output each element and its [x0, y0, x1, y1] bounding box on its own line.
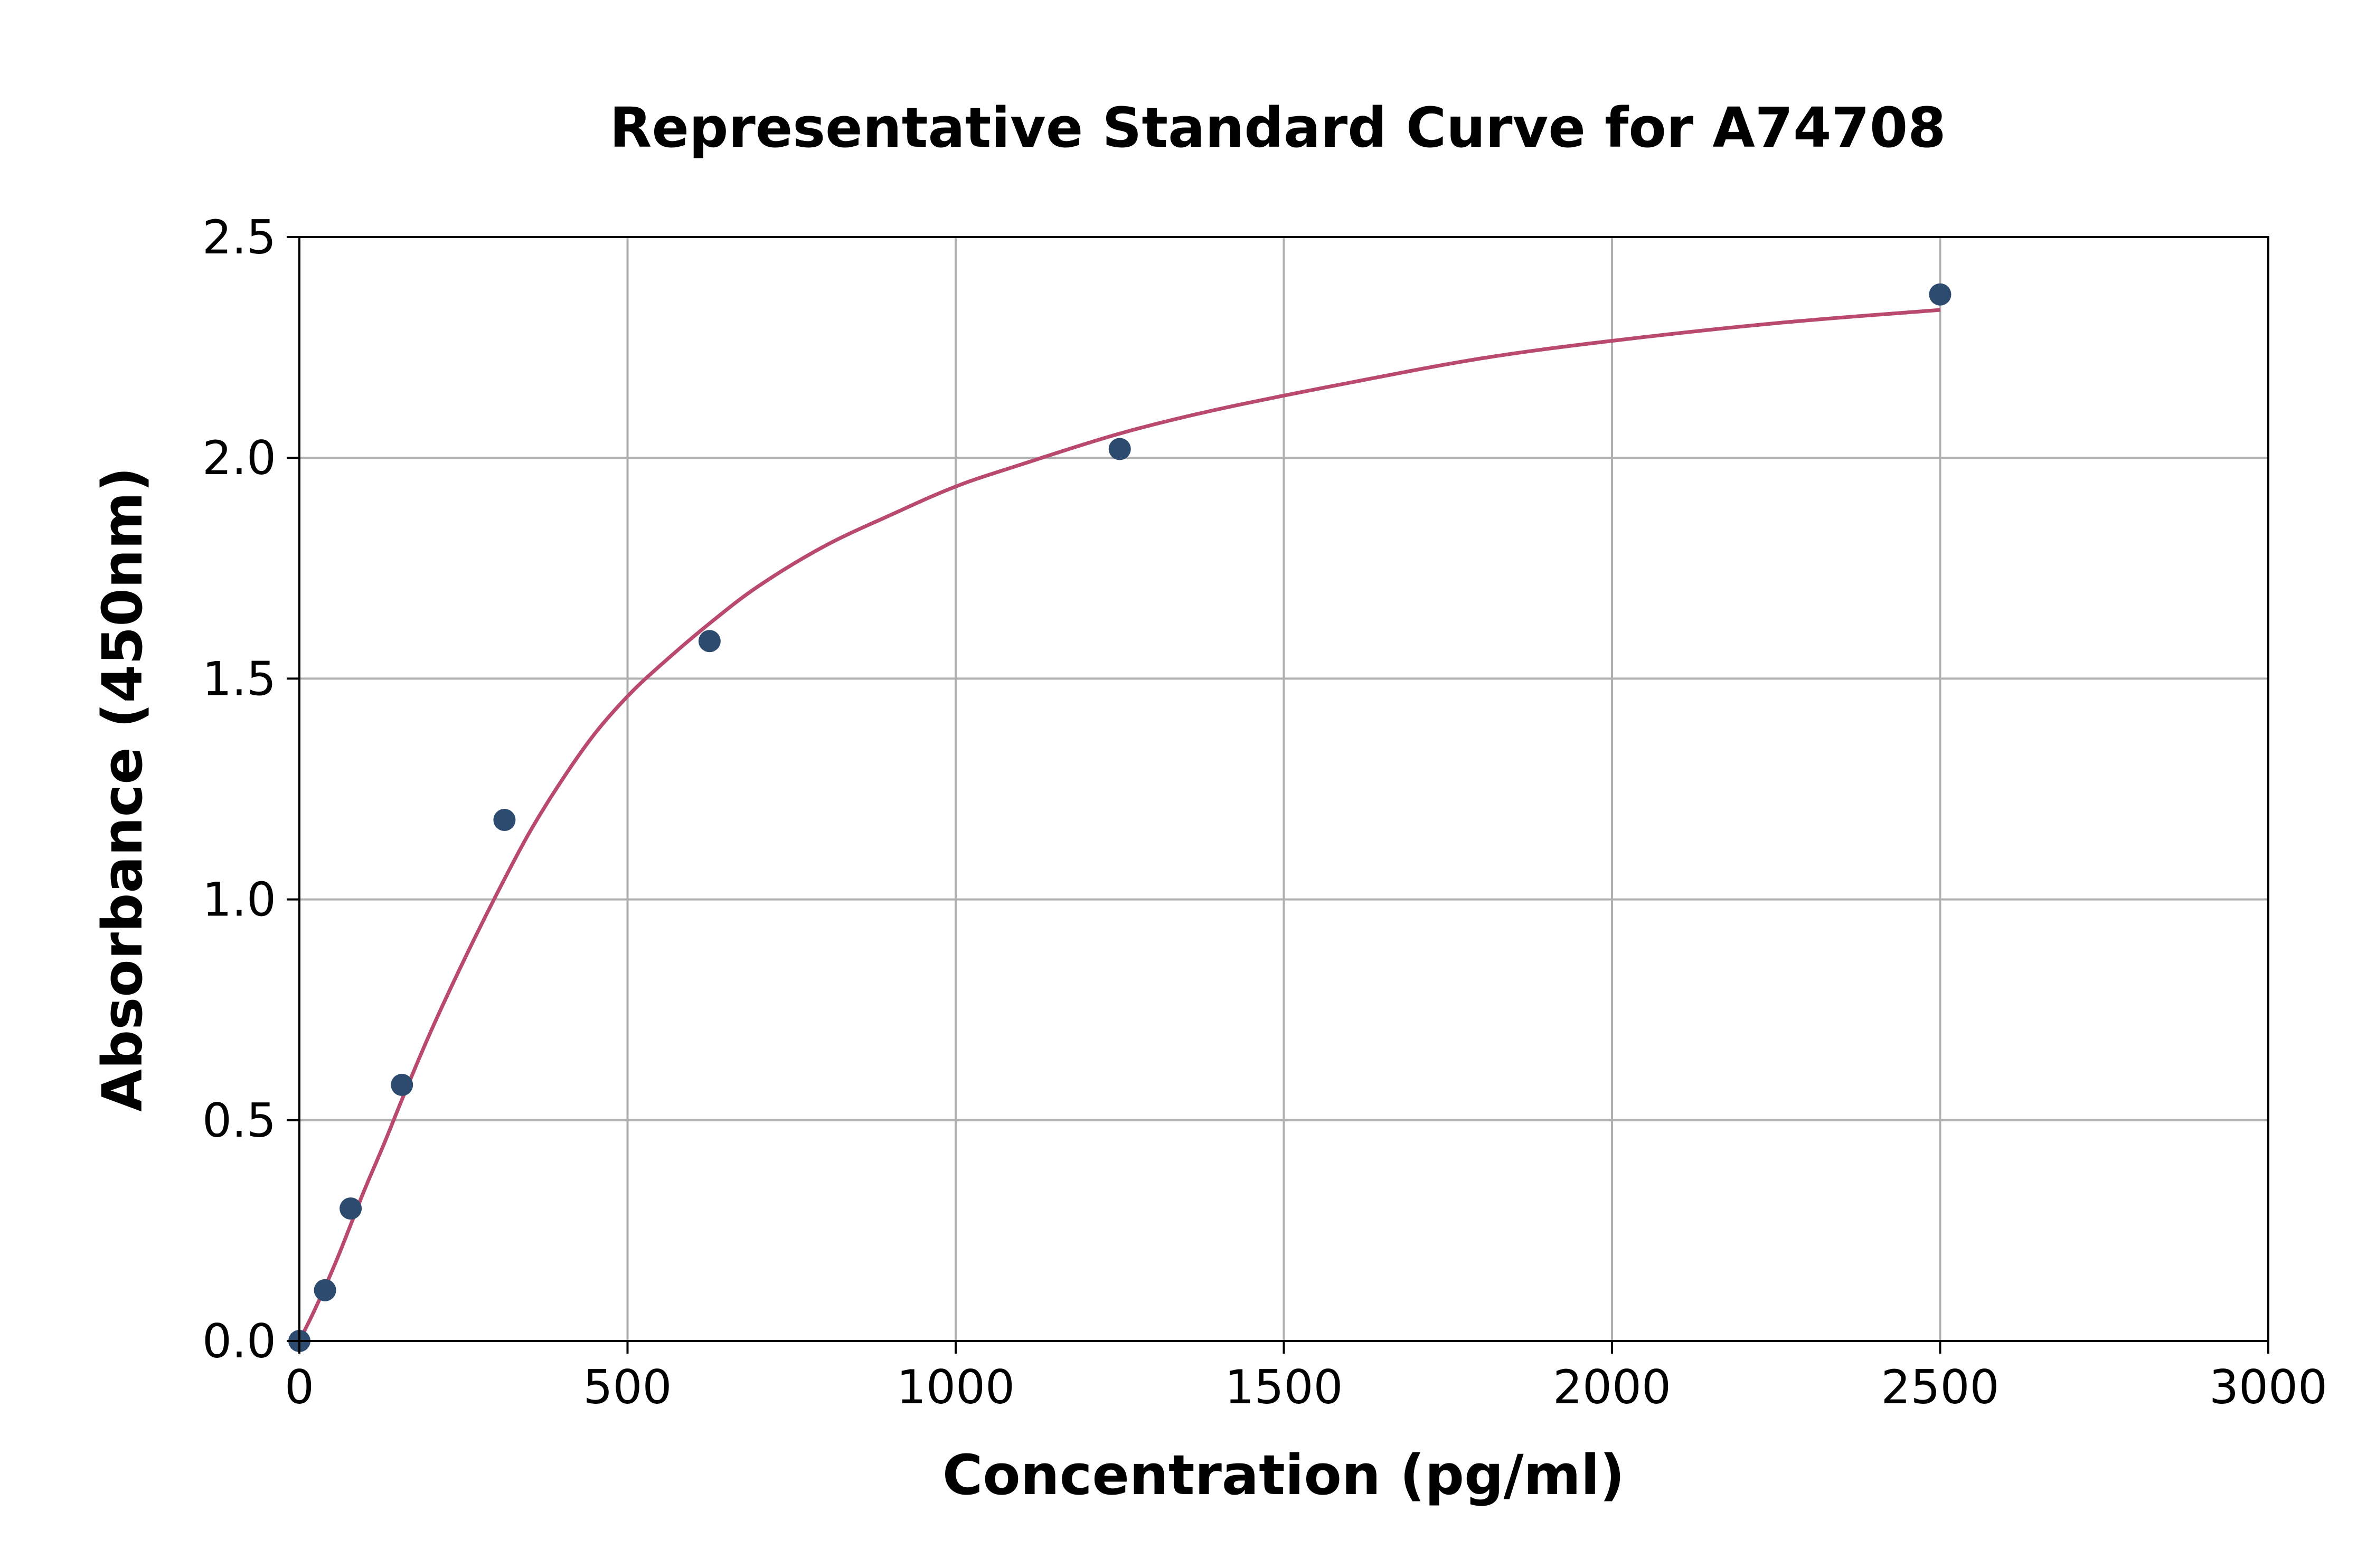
y-tick-label: 1.5: [202, 651, 276, 706]
data-point: [340, 1197, 362, 1220]
fit-curve-layer: [297, 308, 1940, 1342]
data-points-layer: [288, 283, 1951, 1352]
x-tick-label: 1000: [897, 1360, 1015, 1414]
x-axis-ticks: 0 500 1000 1500 2000 2500 3000: [285, 1341, 2327, 1414]
data-point: [314, 1279, 336, 1301]
y-tick-label: 0.0: [202, 1314, 276, 1368]
x-tick-label: 500: [583, 1360, 672, 1414]
y-tick-label: 2.5: [202, 210, 276, 265]
y-tick-label: 1.0: [202, 873, 276, 927]
data-point: [698, 630, 721, 653]
x-tick-label: 3000: [2209, 1360, 2327, 1414]
data-point: [1108, 438, 1131, 460]
x-tick-label: 0: [285, 1360, 314, 1414]
data-point: [493, 809, 516, 832]
fit-curve-line: [297, 308, 1940, 1342]
x-axis-label: Concentration (pg/ml): [942, 1443, 1625, 1507]
chart-title: Representative Standard Curve for A74708: [609, 96, 1946, 160]
grid: [298, 236, 2269, 1342]
x-tick-label: 2000: [1553, 1360, 1671, 1414]
y-axis-ticks: 0.0 0.5 1.0 1.5 2.0 2.5: [202, 210, 299, 1368]
y-tick-label: 0.5: [202, 1093, 276, 1148]
x-tick-label: 1500: [1225, 1360, 1343, 1414]
data-point: [1929, 283, 1951, 306]
x-tick-label: 2500: [1881, 1360, 2000, 1414]
y-tick-label: 2.0: [202, 431, 276, 485]
data-point: [391, 1073, 413, 1096]
y-axis-label: Absorbance (450nm): [90, 467, 155, 1111]
